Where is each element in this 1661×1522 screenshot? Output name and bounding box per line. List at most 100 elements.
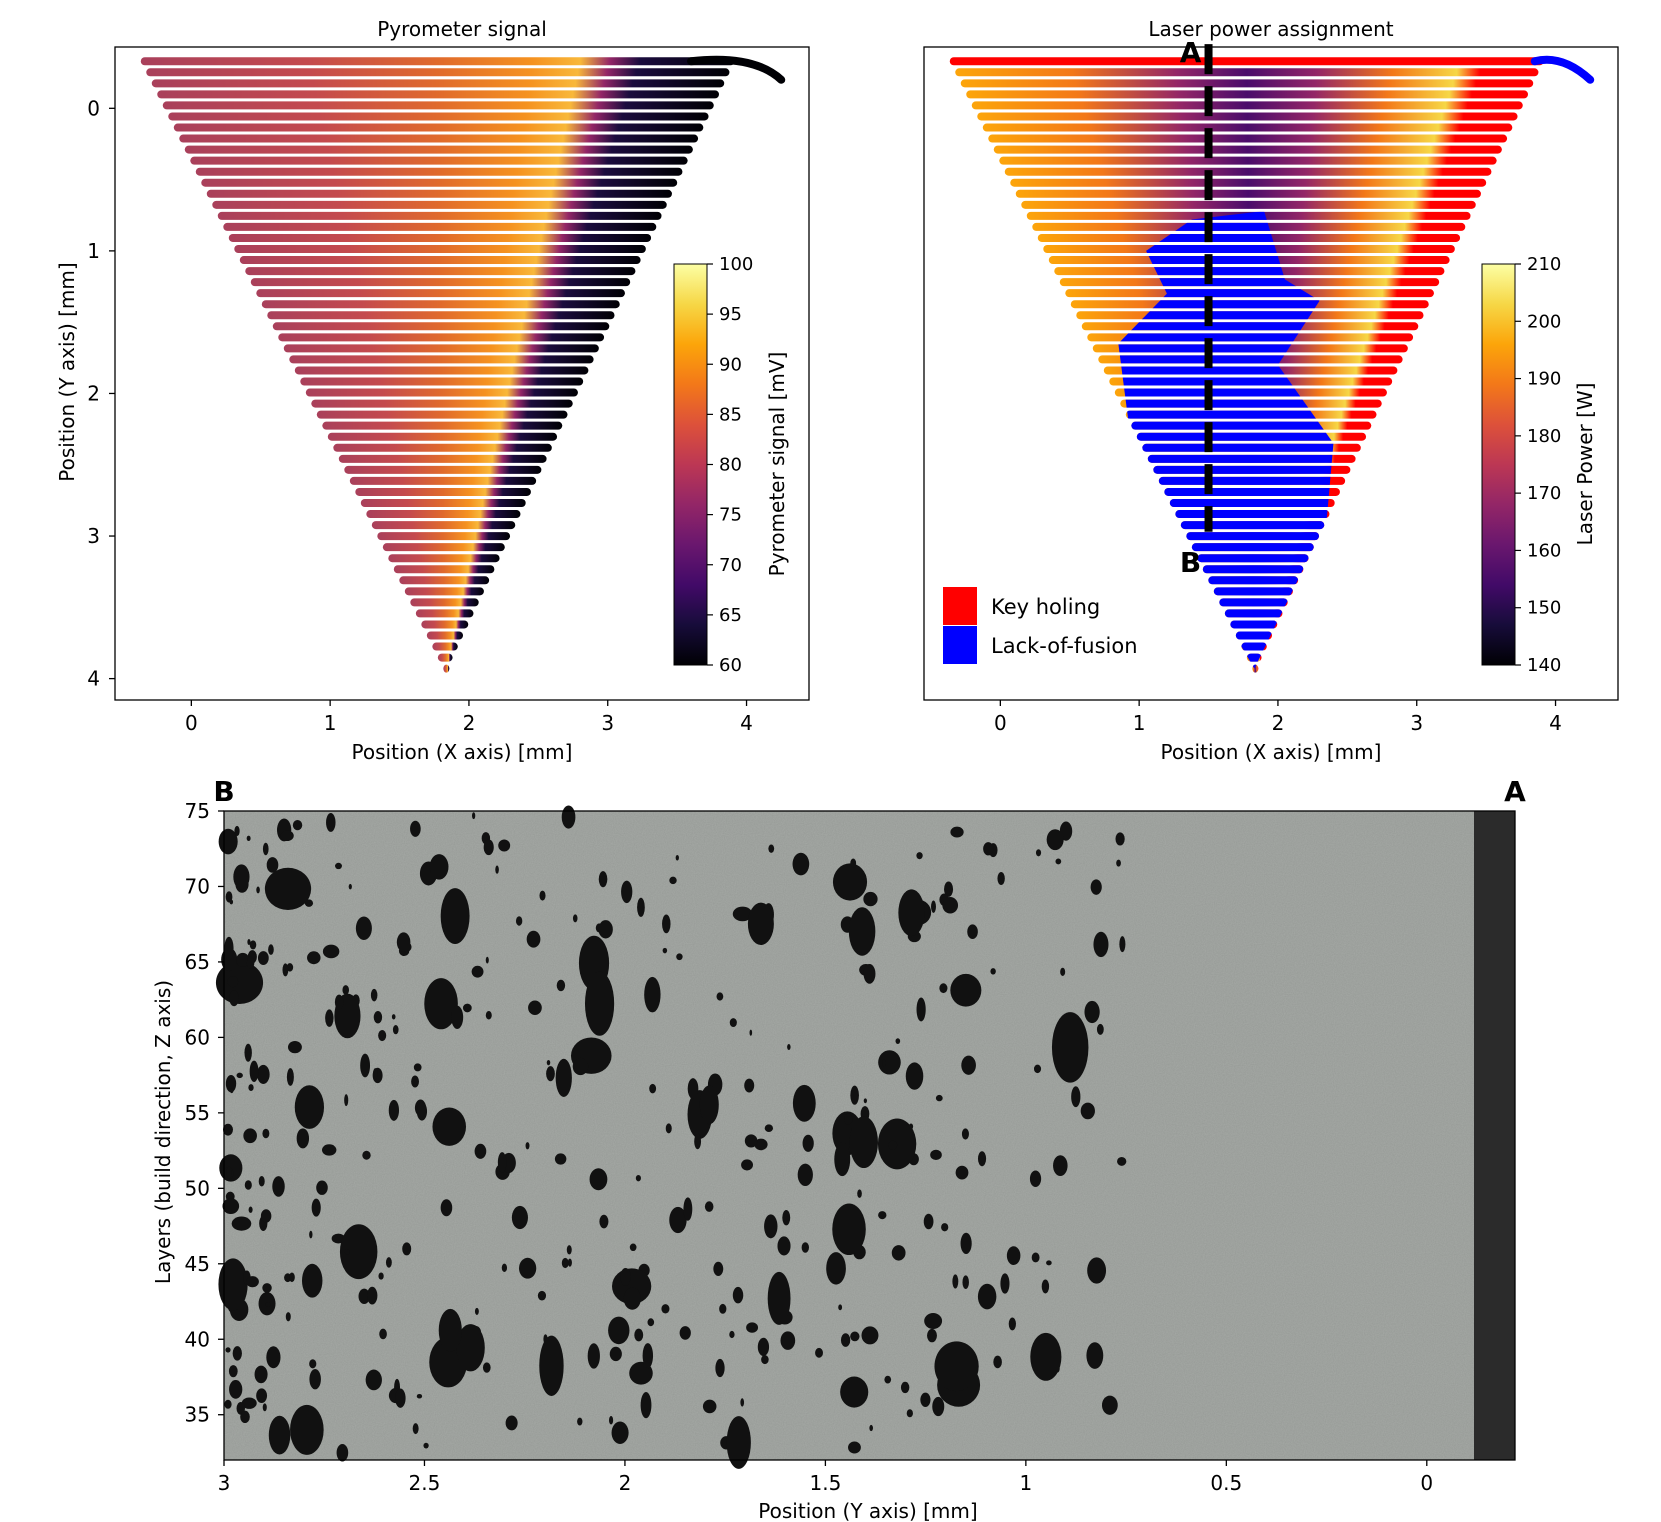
pore (857, 1189, 862, 1198)
pore (935, 1094, 943, 1102)
pore (262, 1128, 270, 1139)
laser-frame (923, 46, 1619, 701)
pore (268, 1415, 291, 1455)
pyrometer-scan-row (366, 510, 521, 519)
pore (1093, 931, 1109, 958)
colorbar-tick-label: 200 (1527, 311, 1561, 332)
colorbar-tick-label: 180 (1527, 426, 1561, 447)
pore (554, 1153, 567, 1165)
pore (729, 1330, 735, 1339)
pore (905, 1062, 924, 1090)
pore (931, 900, 936, 913)
pore (797, 1163, 813, 1187)
pore (483, 839, 494, 856)
pyrometer-scan-row (190, 156, 688, 165)
pyrometer-frame (114, 46, 810, 701)
pore (977, 1151, 987, 1167)
pore (584, 971, 615, 1036)
pore (1035, 849, 1042, 857)
pore (640, 1392, 652, 1419)
pore (1053, 1155, 1068, 1177)
pore (227, 976, 239, 988)
laser-scan-row (971, 101, 1523, 110)
pyrometer-scan-row (151, 79, 725, 88)
pore (898, 889, 925, 937)
pore (339, 1224, 378, 1280)
pore (257, 951, 269, 965)
pore (741, 1159, 754, 1171)
pyrometer-scan-row (168, 112, 709, 121)
pore (223, 1123, 233, 1136)
pore (282, 963, 289, 977)
pore (248, 1206, 253, 1213)
pore (877, 1118, 917, 1170)
colorbar-tick-label: 65 (719, 605, 742, 626)
pore (621, 880, 633, 904)
colorbar-tick-label: 90 (719, 354, 742, 375)
pore (634, 1328, 644, 1342)
pore (497, 1152, 507, 1173)
pore (451, 1005, 464, 1029)
pyrometer-scan-row (349, 476, 537, 485)
legend-swatch-lack-of-fusion (943, 626, 977, 664)
x-tick-label: 4 (740, 711, 753, 735)
pore (623, 1287, 641, 1310)
pyrometer-colorbar-ticks: 60 65 70 75 80 85 90 95 100 (707, 254, 753, 676)
pore (649, 1083, 657, 1094)
pyrometer-scan-row (278, 333, 605, 342)
laser-scan-row (960, 79, 1534, 88)
pore (402, 1242, 412, 1256)
colorbar-tick-label: 70 (719, 555, 742, 576)
lack-of-fusion-row (1197, 554, 1309, 563)
pore (1051, 1012, 1089, 1083)
y-tick-label: 70 (185, 874, 210, 898)
pore (1119, 936, 1126, 953)
pore (396, 932, 411, 952)
y-tick-label: 55 (185, 1101, 210, 1125)
pore (801, 1242, 809, 1253)
pore (423, 1442, 429, 1449)
pore (952, 1274, 959, 1289)
pyrometer-x-label: Position (X axis) [mm] (352, 740, 573, 764)
micrograph-mount-edge (1474, 811, 1515, 1460)
pore (462, 1003, 472, 1013)
pore (215, 961, 264, 1005)
pore (850, 858, 857, 868)
pore (342, 985, 350, 995)
pore (229, 1087, 234, 1094)
pore (222, 1198, 240, 1215)
pore (348, 883, 352, 890)
pore (599, 1214, 609, 1229)
lack-of-fusion-row (1175, 510, 1330, 519)
pore (240, 1410, 250, 1424)
laser-legend: Key holing Lack-of-fusion (943, 587, 1138, 664)
pore (254, 1365, 268, 1384)
pore (225, 1347, 231, 1353)
pyrometer-scan-row (261, 300, 620, 309)
pore (900, 1381, 910, 1394)
pyrometer-scan-row (410, 598, 479, 607)
lack-of-fusion-row (1147, 454, 1334, 463)
pore (848, 1441, 861, 1454)
pore (665, 1123, 672, 1134)
pore (546, 1066, 555, 1082)
pore (787, 1043, 791, 1050)
pore (942, 897, 959, 914)
pore (244, 1180, 252, 1190)
laser-scan-row (993, 145, 1502, 154)
pore (997, 871, 1005, 885)
pore (679, 1326, 691, 1340)
lack-of-fusion-row (1180, 521, 1325, 530)
micrograph-label-a: A (1504, 775, 1526, 808)
pyrometer-scan-row (223, 222, 657, 231)
pore (729, 1018, 737, 1028)
pore (229, 990, 239, 1007)
pore (304, 899, 314, 907)
pore (850, 1085, 859, 1105)
pyrometer-scan-row (228, 233, 652, 242)
pore (782, 1209, 791, 1226)
lack-of-fusion-row (1169, 498, 1334, 507)
pore (1084, 1000, 1100, 1024)
pore (360, 1053, 371, 1078)
y-tick-label: 40 (185, 1327, 210, 1351)
